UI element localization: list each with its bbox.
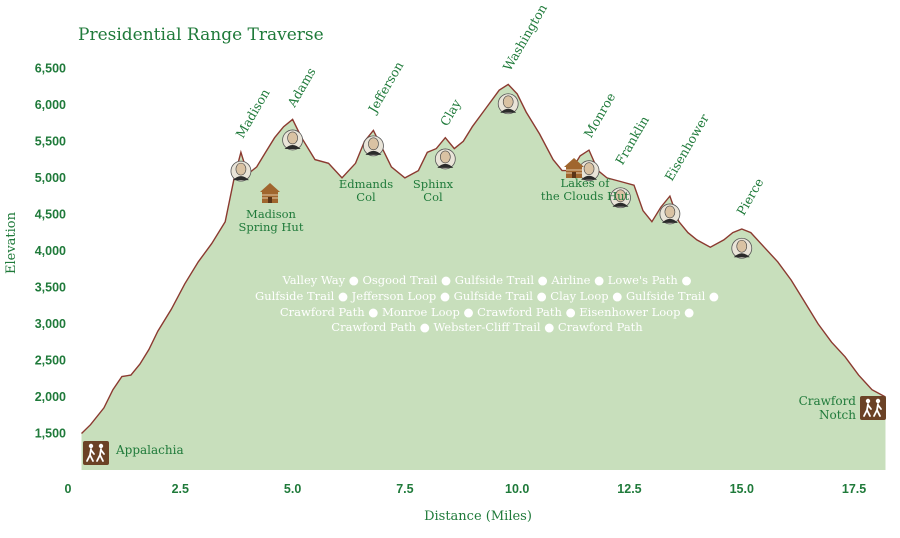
edmands-col-line2: Col [356, 190, 376, 204]
y-tick-label: 6,000 [35, 98, 66, 112]
y-tick-label: 3,500 [35, 280, 66, 294]
portrait-icon-madison [230, 160, 252, 182]
y-tick-label: 6,500 [35, 61, 66, 75]
sphinx-col-line1: Sphinx [413, 177, 454, 191]
portrait-icon-pierce [731, 237, 753, 259]
portrait-icon-franklin [610, 187, 631, 209]
end-label-line1: Crawford [799, 394, 857, 408]
chart-title: Presidential Range Traverse [78, 25, 324, 45]
lakes-hut-line1: Lakes of [560, 176, 610, 190]
x-tick-label: 5.0 [284, 482, 301, 496]
trail-row: Crawford Path ● Monroe Loop ● Crawford P… [280, 305, 694, 319]
peak-label-pierce: Pierce [733, 175, 766, 217]
start-hiker-sign-icon [83, 441, 109, 465]
elevation-line [81, 83, 886, 435]
trail-row: Gulfside Trail ● Jefferson Loop ● Gulfsi… [255, 289, 719, 303]
portrait-icon-adams [282, 129, 303, 151]
madison-hut-icon [260, 183, 280, 203]
x-tick-label: 0 [65, 482, 72, 496]
peak-label-adams: Adams [284, 65, 319, 110]
madison-hut-line1: Madison [246, 207, 296, 221]
x-tick-label: 15.0 [730, 482, 754, 496]
y-tick-label: 4,500 [35, 207, 66, 221]
madison-hut-line2: Spring Hut [239, 220, 304, 234]
lakes-hut-line2: the Clouds Hut [541, 189, 630, 203]
peak-label-clay: Clay [437, 96, 464, 129]
end-label-line2: Notch [819, 408, 856, 422]
y-tick-label: 4,000 [35, 244, 66, 258]
elevation-area [81, 84, 886, 471]
trail-row: Valley Way ● Osgood Trail ● Gulfside Tra… [282, 273, 692, 287]
y-tick-label: 3,000 [35, 317, 66, 331]
sphinx-col-line2: Col [423, 190, 443, 204]
start-label: Appalachia [115, 443, 184, 457]
x-axis-ticks: 0 2.5 5.0 7.5 10.0 12.5 15.0 17.5 [65, 482, 867, 496]
portrait-icon-monroe [578, 160, 600, 182]
peak-label-monroe: Monroe [581, 90, 619, 140]
peak-label-franklin: Franklin [612, 113, 652, 167]
y-tick-label: 5,500 [35, 134, 66, 148]
y-tick-label: 1,500 [35, 426, 66, 440]
portrait-icon-washington [497, 93, 519, 115]
x-tick-label: 2.5 [172, 482, 189, 496]
peak-label-madison: Madison [233, 86, 273, 140]
trail-row: Crawford Path ● Webster-Cliff Trail ● Cr… [331, 320, 643, 334]
portrait-icon-jefferson [363, 135, 384, 157]
y-tick-label: 5,000 [35, 171, 66, 185]
x-tick-label: 12.5 [617, 482, 641, 496]
x-tick-label: 10.0 [505, 482, 529, 496]
peak-label-washington: Washington [500, 1, 550, 73]
end-hiker-sign-icon [860, 396, 886, 420]
peak-label-jefferson: Jefferson [364, 59, 406, 117]
x-tick-label: 7.5 [396, 482, 413, 496]
y-axis-ticks: 1,500 2,000 2,500 3,000 3,500 4,000 4,500 5,000… [35, 61, 66, 440]
trail-list: Valley Way ● Osgood Trail ● Gulfside Tra… [255, 273, 719, 334]
y-tick-label: 2,500 [35, 353, 66, 367]
portrait-icon-eisenhower [659, 203, 681, 225]
x-tick-label: 17.5 [842, 482, 866, 496]
peak-label-eisenhower: Eisenhower [662, 111, 712, 183]
lakes-hut-icon [564, 158, 584, 178]
portrait-icon-clay [434, 148, 456, 170]
y-axis-label: Elevation [4, 211, 19, 274]
y-tick-label: 2,000 [35, 390, 66, 404]
edmands-col-line1: Edmands [339, 177, 393, 191]
x-axis-label: Distance (Miles) [424, 509, 532, 524]
